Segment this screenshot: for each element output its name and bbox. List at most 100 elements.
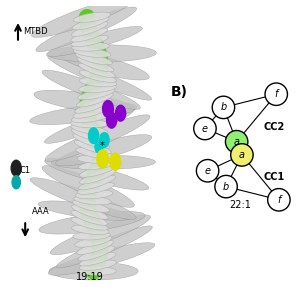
Ellipse shape (76, 93, 113, 107)
Text: MTBD: MTBD (23, 27, 48, 36)
Text: f: f (274, 89, 278, 99)
Text: *: * (99, 141, 104, 151)
Ellipse shape (75, 98, 112, 113)
Ellipse shape (76, 241, 113, 254)
Ellipse shape (56, 226, 152, 268)
Ellipse shape (42, 166, 134, 207)
Ellipse shape (71, 22, 108, 37)
Ellipse shape (71, 28, 108, 42)
Text: CC1: CC1 (263, 172, 284, 182)
Ellipse shape (70, 119, 108, 128)
Text: a: a (239, 150, 245, 160)
Text: e: e (202, 124, 208, 134)
Text: B): B) (171, 85, 188, 99)
Ellipse shape (71, 211, 108, 225)
Text: 22:1: 22:1 (230, 200, 251, 210)
Ellipse shape (75, 52, 112, 65)
Circle shape (97, 150, 108, 168)
Ellipse shape (73, 12, 111, 22)
Text: b: b (220, 102, 226, 112)
Ellipse shape (50, 215, 150, 255)
Ellipse shape (45, 115, 150, 161)
Circle shape (196, 160, 219, 182)
Text: e: e (205, 166, 211, 176)
Text: 19:19: 19:19 (76, 272, 104, 282)
Circle shape (212, 96, 235, 118)
Ellipse shape (48, 243, 155, 275)
Ellipse shape (31, 0, 134, 38)
Circle shape (194, 117, 216, 140)
Ellipse shape (75, 190, 113, 199)
Text: CC2: CC2 (263, 122, 284, 132)
Ellipse shape (45, 159, 149, 190)
Ellipse shape (71, 128, 108, 142)
Circle shape (231, 144, 253, 166)
Ellipse shape (51, 155, 155, 169)
Ellipse shape (75, 236, 112, 247)
Ellipse shape (42, 70, 140, 110)
Circle shape (110, 153, 121, 170)
Circle shape (100, 133, 109, 147)
Ellipse shape (71, 225, 109, 235)
Ellipse shape (79, 267, 116, 275)
Text: C1: C1 (20, 167, 31, 176)
Ellipse shape (77, 183, 115, 194)
Ellipse shape (74, 140, 111, 154)
Circle shape (11, 160, 21, 176)
Ellipse shape (73, 231, 110, 240)
Circle shape (268, 189, 290, 211)
Ellipse shape (48, 55, 152, 100)
Ellipse shape (72, 42, 110, 51)
Ellipse shape (38, 201, 131, 220)
Text: f: f (277, 195, 280, 205)
Ellipse shape (73, 134, 110, 148)
Ellipse shape (48, 45, 156, 62)
Ellipse shape (79, 160, 116, 170)
Circle shape (116, 105, 126, 121)
Circle shape (215, 176, 237, 198)
Ellipse shape (79, 176, 116, 190)
Ellipse shape (79, 78, 117, 87)
Ellipse shape (44, 109, 134, 143)
Circle shape (88, 128, 99, 144)
Ellipse shape (76, 148, 113, 158)
Ellipse shape (78, 63, 115, 78)
Text: AAA: AAA (32, 207, 50, 216)
Ellipse shape (56, 135, 152, 166)
Ellipse shape (79, 70, 116, 82)
Ellipse shape (79, 164, 116, 177)
Ellipse shape (74, 196, 111, 205)
Ellipse shape (78, 88, 115, 100)
Ellipse shape (30, 178, 136, 219)
Ellipse shape (71, 35, 108, 46)
Circle shape (265, 83, 287, 105)
Ellipse shape (78, 246, 115, 261)
Circle shape (106, 112, 117, 128)
Ellipse shape (79, 84, 116, 93)
Circle shape (12, 176, 20, 189)
Ellipse shape (39, 212, 145, 234)
Ellipse shape (49, 262, 138, 280)
Ellipse shape (80, 169, 116, 184)
Ellipse shape (77, 154, 115, 163)
Ellipse shape (79, 260, 117, 270)
Ellipse shape (59, 51, 149, 80)
Circle shape (103, 100, 113, 117)
Ellipse shape (72, 200, 110, 212)
Ellipse shape (70, 124, 108, 135)
Text: a: a (234, 137, 240, 147)
Ellipse shape (30, 103, 137, 125)
Ellipse shape (71, 205, 108, 219)
Text: b: b (223, 182, 229, 192)
Ellipse shape (46, 26, 142, 56)
Ellipse shape (71, 218, 108, 230)
Circle shape (225, 130, 248, 153)
Ellipse shape (77, 57, 114, 72)
Ellipse shape (36, 7, 136, 52)
Circle shape (95, 141, 103, 153)
Ellipse shape (71, 112, 109, 123)
Ellipse shape (34, 90, 135, 114)
Ellipse shape (79, 253, 116, 266)
Ellipse shape (72, 16, 109, 30)
Ellipse shape (73, 105, 110, 118)
